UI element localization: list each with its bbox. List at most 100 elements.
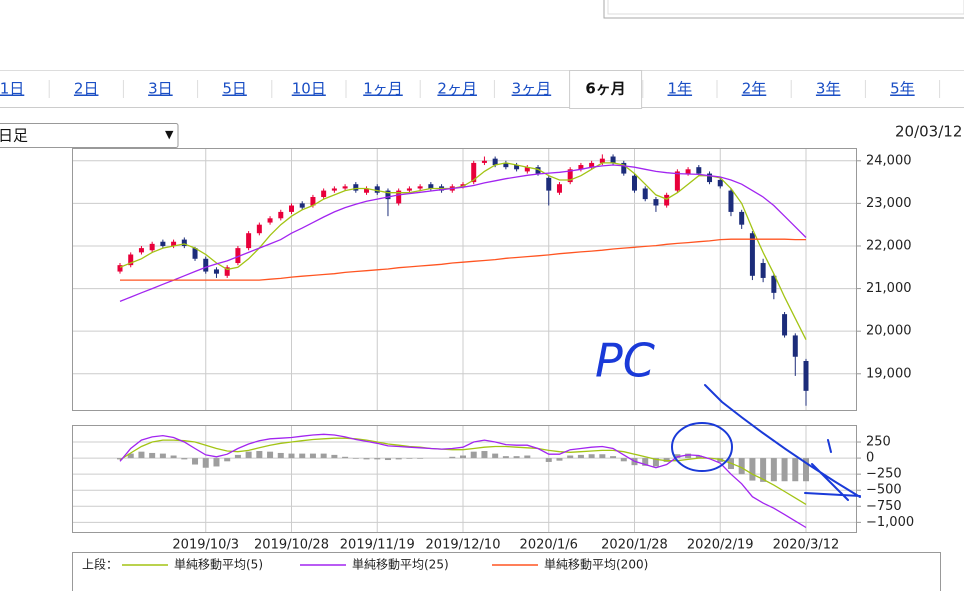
tab[interactable]: 5年 — [890, 80, 915, 98]
candle-body — [256, 224, 262, 234]
candle-body — [524, 167, 530, 172]
histogram-bar — [127, 453, 134, 459]
tab[interactable]: 1ヶ月 — [363, 80, 403, 98]
candle-body — [492, 158, 498, 166]
candle-body — [749, 233, 755, 276]
candle-body — [674, 171, 680, 191]
tab[interactable]: 2日 — [74, 80, 99, 98]
histogram-bar — [384, 458, 391, 461]
candle-body — [599, 158, 605, 163]
histogram-bar — [181, 458, 188, 460]
histogram-bar — [159, 453, 166, 459]
histogram-bar — [192, 458, 199, 465]
histogram-bar — [406, 458, 413, 459]
candle-body — [642, 188, 648, 200]
candle-body — [235, 248, 241, 264]
candle-body — [374, 186, 380, 193]
histogram-bar — [567, 455, 574, 459]
y-tick-label: −750 — [866, 499, 902, 514]
hand-circle — [671, 422, 733, 472]
tab[interactable]: 10日 — [292, 80, 326, 98]
candle-body — [728, 190, 734, 212]
tab[interactable]: 5日 — [222, 80, 247, 98]
candle-body — [803, 361, 809, 391]
tab[interactable]: 3日 — [148, 80, 173, 98]
candle-body — [771, 275, 777, 293]
candle-body — [138, 248, 144, 253]
y-tick-label: −500 — [866, 483, 902, 498]
histogram-bar — [213, 458, 220, 467]
candle-body — [428, 184, 434, 189]
candle-body — [342, 186, 348, 189]
legend-box — [72, 552, 941, 591]
histogram-bar — [695, 455, 702, 459]
legend-title: 上段： — [82, 557, 118, 572]
candle-body — [685, 169, 691, 174]
histogram-bar — [320, 453, 327, 459]
histogram-bar — [417, 458, 424, 459]
candle-body — [321, 190, 327, 197]
macd-panel — [72, 425, 857, 533]
tab[interactable]: 2年 — [742, 80, 767, 98]
candle-body — [160, 241, 166, 246]
y-tick-label: 19,000 — [866, 366, 912, 381]
histogram-bar — [760, 458, 767, 482]
search-box[interactable] — [603, 0, 964, 19]
candle-body — [621, 162, 627, 174]
histogram-bar — [545, 458, 552, 462]
candle-body — [181, 239, 187, 246]
histogram-bar — [513, 456, 520, 459]
histogram-bar — [363, 458, 370, 460]
candle-body — [171, 241, 177, 246]
period-select[interactable] — [0, 123, 179, 148]
x-tick-label: 2019/10/28 — [254, 538, 329, 553]
period-select-label: 日足 — [0, 127, 28, 145]
y-tick-label: 24,000 — [866, 153, 912, 168]
candle-body — [267, 218, 273, 223]
candle-body — [546, 177, 552, 191]
y-tick-label: 20,000 — [866, 324, 912, 339]
candle-body — [514, 165, 520, 170]
histogram-bar — [663, 458, 670, 462]
candle-body — [653, 199, 659, 206]
hand-arrows — [704, 384, 861, 501]
histogram-bar — [642, 458, 649, 466]
histogram-bar — [502, 456, 509, 459]
tab[interactable]: 2ヶ月 — [437, 80, 477, 98]
histogram-bar — [395, 458, 402, 460]
tab[interactable]: 1日 — [0, 80, 24, 98]
candle-body — [224, 267, 230, 276]
x-tick-label: 2019/11/19 — [340, 538, 415, 553]
histogram-bar — [610, 456, 617, 459]
candle-body — [481, 160, 487, 163]
histogram-bar — [267, 451, 274, 459]
x-tick-label: 2020/1/28 — [601, 538, 668, 553]
candle-body — [299, 203, 305, 208]
histogram-bar — [599, 454, 606, 459]
tab[interactable]: 3ヶ月 — [512, 80, 552, 98]
candle-body — [589, 162, 595, 168]
histogram-bar — [470, 451, 477, 459]
y-tick-label: 21,000 — [866, 281, 912, 296]
search-box-inner — [607, 0, 964, 15]
tab-selected-bg — [569, 70, 643, 109]
candle-body — [364, 188, 370, 193]
candle-body — [213, 269, 219, 274]
legend: 単純移動平均(5) 単純移動平均(25) 単純移動平均(200) — [122, 558, 648, 572]
histogram-bar — [492, 453, 499, 459]
y-tick-label: −250 — [866, 467, 902, 482]
tab[interactable]: 1年 — [668, 80, 693, 98]
macd-line — [119, 433, 807, 529]
x-tick-label: 2019/10/3 — [172, 538, 239, 553]
tab[interactable]: 3年 — [816, 80, 841, 98]
y-tick-label: 0 — [866, 451, 874, 466]
tab[interactable]: 6ヶ月 — [585, 80, 625, 98]
histogram-bar — [342, 456, 349, 459]
histogram-bar — [792, 458, 799, 482]
x-tick-label: 2020/3/12 — [773, 538, 840, 553]
histogram-bar — [256, 451, 263, 459]
histogram-bar — [524, 455, 531, 459]
histogram-bar — [277, 452, 284, 459]
candle-body — [203, 258, 209, 272]
candle-body — [331, 188, 337, 191]
